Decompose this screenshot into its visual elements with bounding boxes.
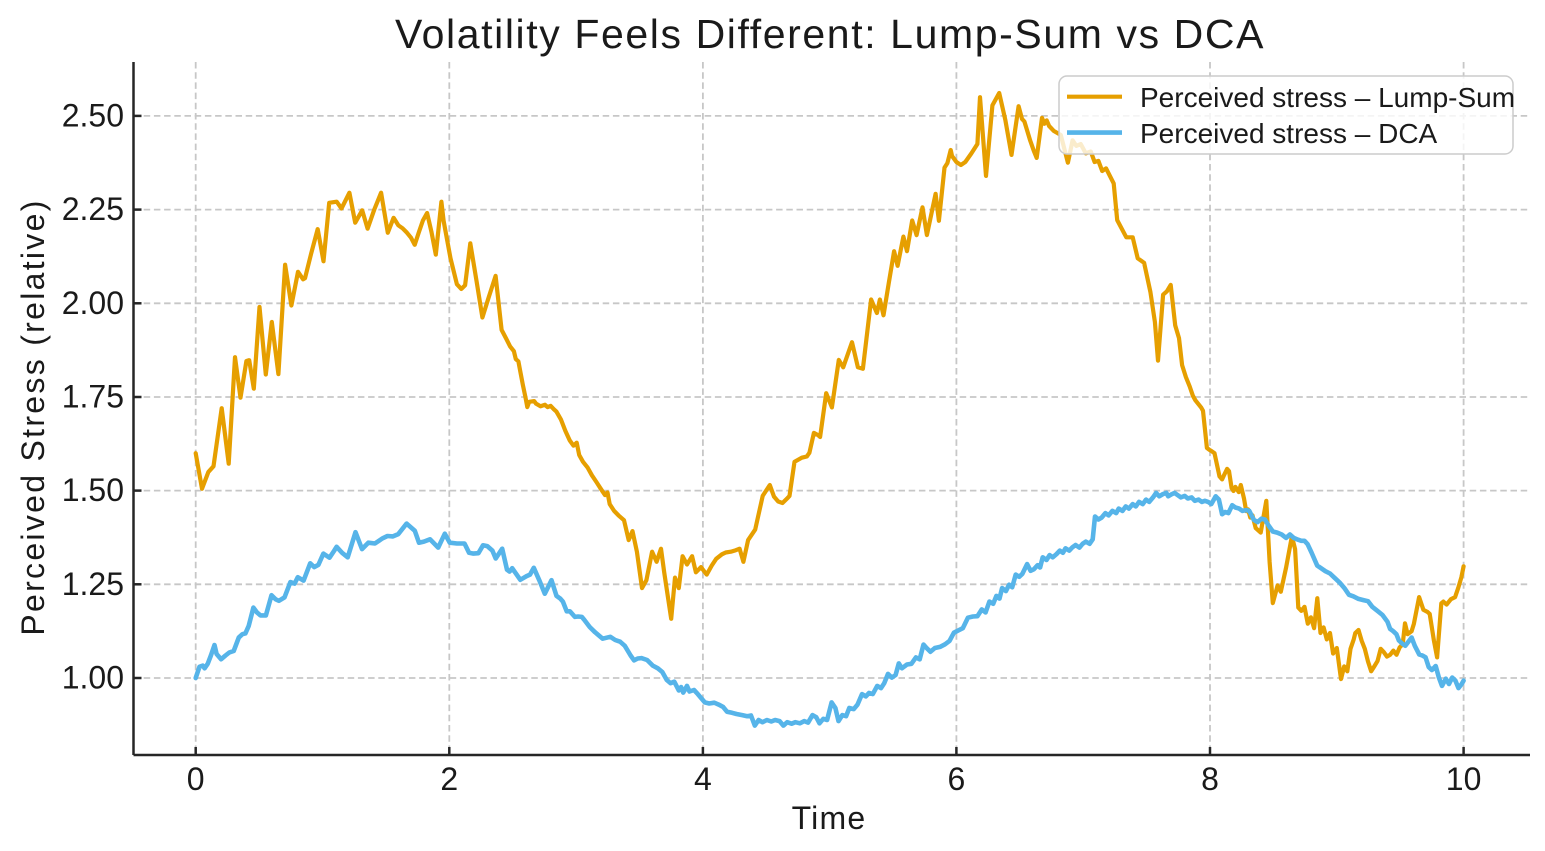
svg-text:1.50: 1.50 <box>62 472 124 508</box>
svg-text:1.75: 1.75 <box>62 379 124 415</box>
svg-text:1.00: 1.00 <box>62 660 124 696</box>
svg-text:6: 6 <box>948 761 966 797</box>
svg-text:Volatility Feels Different: Lu: Volatility Feels Different: Lump-Sum vs … <box>395 11 1265 57</box>
svg-text:2.00: 2.00 <box>62 285 124 321</box>
svg-text:4: 4 <box>694 761 712 797</box>
svg-text:2.50: 2.50 <box>62 97 124 133</box>
svg-text:8: 8 <box>1201 761 1219 797</box>
svg-text:0: 0 <box>187 761 205 797</box>
svg-text:2: 2 <box>440 761 458 797</box>
svg-text:1.25: 1.25 <box>62 566 124 602</box>
svg-text:Perceived stress – Lump-Sum: Perceived stress – Lump-Sum <box>1140 82 1515 113</box>
svg-text:Perceived stress – DCA: Perceived stress – DCA <box>1140 118 1438 149</box>
svg-text:Time: Time <box>792 800 867 836</box>
svg-text:10: 10 <box>1446 761 1482 797</box>
svg-text:Perceived Stress (relative): Perceived Stress (relative) <box>15 198 51 635</box>
svg-text:2.25: 2.25 <box>62 191 124 227</box>
